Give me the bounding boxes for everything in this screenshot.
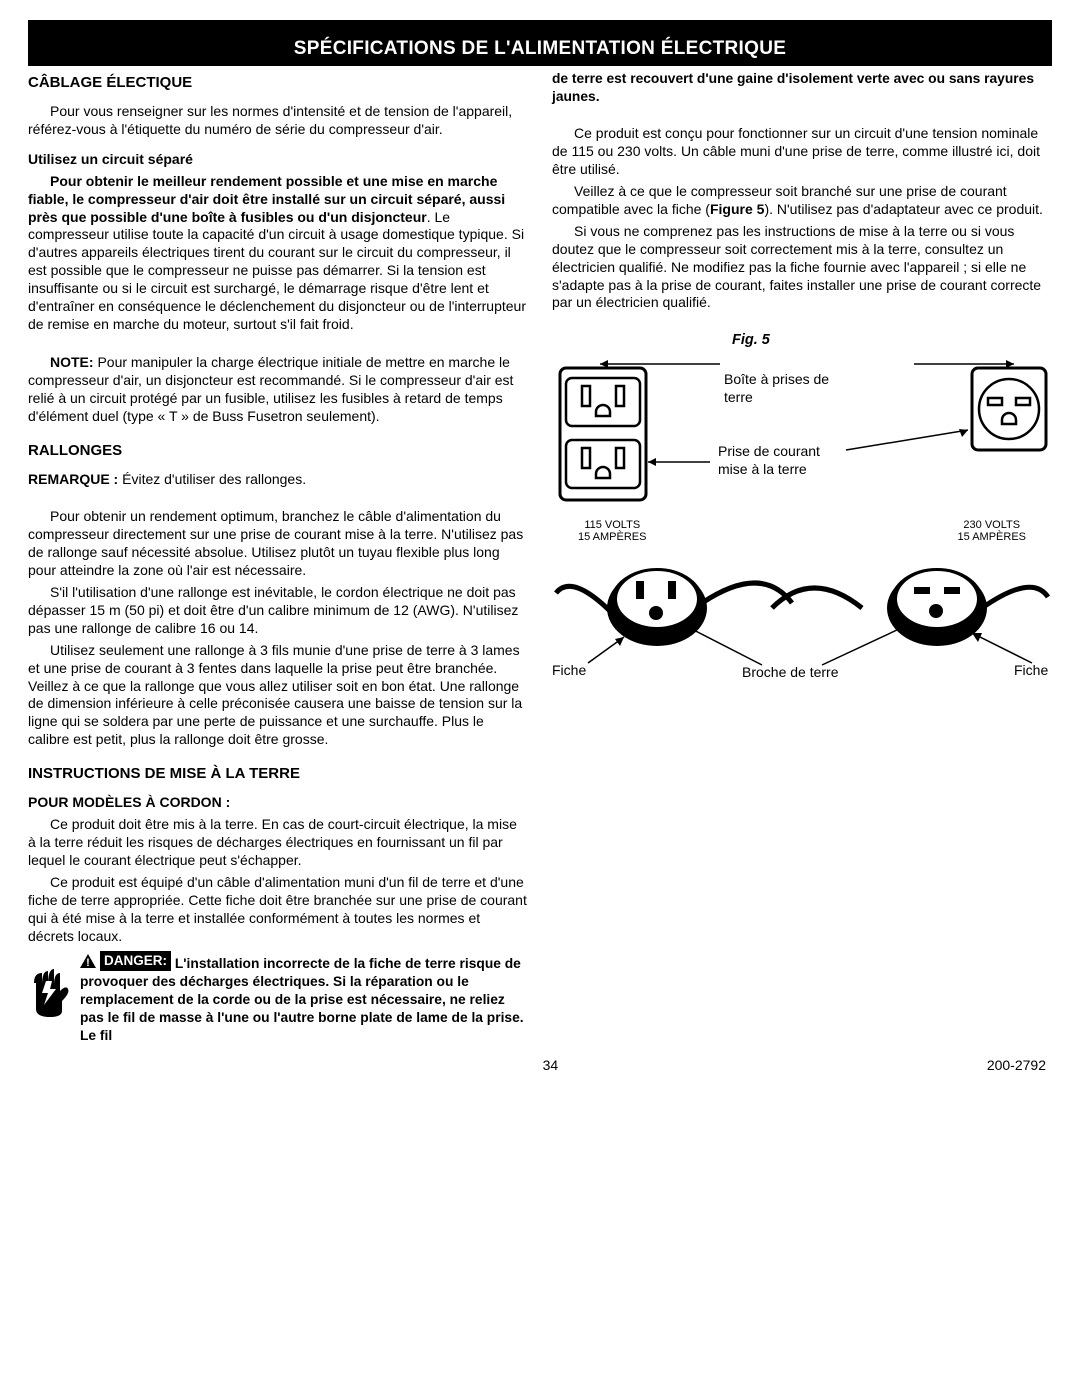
danger-paragraph: ! DANGER: L'installation incorrecte de l… <box>80 951 528 1044</box>
para-rallonge-2: S'il l'utilisation d'une rallonge est in… <box>28 584 528 638</box>
note-label: NOTE: <box>50 354 94 370</box>
spec-115: 115 VOLTS 15 AMPÈRES <box>578 519 646 543</box>
section-title-bar: SPÉCIFICATIONS DE L'ALIMENTATION ÉLECTRI… <box>28 32 1052 66</box>
para-terre-1: Ce produit doit être mis à la terre. En … <box>28 816 528 870</box>
two-column-layout: CÂBLAGE ÉLECTIQUE Pour vous renseigner s… <box>28 70 1052 1049</box>
figure-ref: Figure 5 <box>710 201 764 217</box>
plug-spec-row: 115 VOLTS 15 AMPÈRES 230 VOLTS 15 AMPÈRE… <box>552 515 1052 543</box>
doc-code: 200-2792 <box>987 1057 1046 1073</box>
para-right-3: Si vous ne comprenez pas les instruction… <box>552 223 1052 313</box>
note-text: Pour manipuler la charge électrique init… <box>28 354 513 424</box>
page-number: 34 <box>114 1057 987 1073</box>
para-circuit: Pour obtenir le meilleur rendement possi… <box>28 173 528 334</box>
page-footer: 34 200-2792 <box>28 1049 1052 1073</box>
spec-115-amps: 15 AMPÈRES <box>578 531 646 543</box>
left-column: CÂBLAGE ÉLECTIQUE Pour vous renseigner s… <box>28 70 528 1049</box>
para-right-2c: ). N'utilisez pas d'adaptateur avec ce p… <box>764 201 1043 217</box>
spec-230-volts: 230 VOLTS <box>958 519 1026 531</box>
heading-cablage: CÂBLAGE ÉLECTIQUE <box>28 74 528 91</box>
para-terre-2: Ce produit est équipé d'un câble d'alime… <box>28 874 528 946</box>
svg-text:mise à la terre: mise à la terre <box>718 461 807 477</box>
hand-shock-icon <box>28 951 72 1024</box>
remarque-label: REMARQUE : <box>28 471 118 487</box>
figure-caption: Fig. 5 <box>732 332 1052 348</box>
label-fiche-left: Fiche <box>552 662 586 678</box>
top-black-bar <box>28 20 1052 32</box>
svg-text:terre: terre <box>724 389 753 405</box>
spec-115-volts: 115 VOLTS <box>578 519 646 531</box>
figure-5: Fig. 5 <box>552 332 1052 688</box>
outlet-diagram: Boîte à prises de terre Prise de courant… <box>552 350 1052 510</box>
svg-text:!: ! <box>86 957 90 968</box>
para-circuit-rest: . Le compresseur utilise toute la capaci… <box>28 209 526 332</box>
para-right-1: Ce produit est conçu pour fonctionner su… <box>552 125 1052 179</box>
label-boite: Boîte à prises de <box>724 371 829 387</box>
danger-block: ! DANGER: L'installation incorrecte de l… <box>28 951 528 1048</box>
heading-rallonges: RALLONGES <box>28 442 528 459</box>
subhead-circuit: Utilisez un circuit séparé <box>28 151 528 169</box>
remarque-text: Évitez d'utiliser des rallonges. <box>118 471 306 487</box>
danger-badge: DANGER: <box>100 951 171 971</box>
para-right-2: Veillez à ce que le compresseur soit bra… <box>552 183 1052 219</box>
danger-text-block: ! DANGER: L'installation incorrecte de l… <box>80 951 528 1048</box>
danger-label-group: ! DANGER: <box>80 951 171 971</box>
heading-terre: INSTRUCTIONS DE MISE À LA TERRE <box>28 765 528 782</box>
para-rallonge-1: Pour obtenir un rendement optimum, branc… <box>28 508 528 580</box>
right-column: de terre est recouvert d'une gaine d'iso… <box>552 70 1052 1049</box>
subhead-cordon: POUR MODÈLES À CORDON : <box>28 794 528 812</box>
para-remarque: REMARQUE : Évitez d'utiliser des rallong… <box>28 471 528 489</box>
section-title: SPÉCIFICATIONS DE L'ALIMENTATION ÉLECTRI… <box>294 38 786 59</box>
para-cont-bold: de terre est recouvert d'une gaine d'iso… <box>552 70 1052 105</box>
para-cablage-intro: Pour vous renseigner sur les normes d'in… <box>28 103 528 139</box>
spec-230: 230 VOLTS 15 AMPÈRES <box>958 519 1026 543</box>
spec-230-amps: 15 AMPÈRES <box>958 531 1026 543</box>
plug-diagram: Fiche Broche de terre Fiche <box>552 543 1052 683</box>
para-note: NOTE: Pour manipuler la charge électriqu… <box>28 354 528 426</box>
label-prise: Prise de courant <box>718 443 820 459</box>
para-rallonge-3: Utilisez seulement une rallonge à 3 fils… <box>28 642 528 749</box>
label-broche: Broche de terre <box>742 664 839 680</box>
label-fiche-right: Fiche <box>1014 662 1048 678</box>
warning-triangle-icon: ! <box>80 954 96 968</box>
